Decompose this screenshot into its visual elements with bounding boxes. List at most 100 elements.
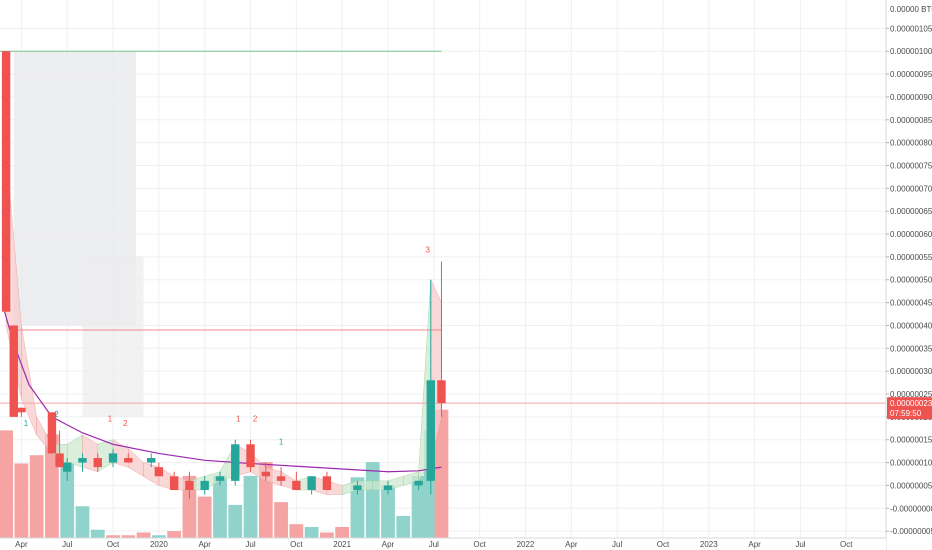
volume-bar bbox=[75, 506, 90, 538]
volume-bar bbox=[106, 535, 120, 538]
price-tag-countdown: 07:59:50 bbox=[890, 409, 922, 418]
candle-body bbox=[414, 480, 423, 486]
volume-bar bbox=[320, 532, 334, 538]
price-tick-label: 0.00000065 bbox=[890, 207, 932, 216]
time-tick-label: Jul bbox=[429, 540, 439, 549]
volume-bar bbox=[90, 529, 105, 538]
candle-body bbox=[246, 444, 255, 468]
signal-label: 1 bbox=[236, 414, 241, 423]
time-axis[interactable]: Apr Jul Oct 2020 Apr Jul Oct 2021 Apr Jul Oct 2022 A… bbox=[0, 537, 886, 550]
time-tick-label: Oct bbox=[473, 540, 486, 549]
candle-body bbox=[124, 458, 133, 463]
signal-label: 3 bbox=[425, 245, 430, 254]
time-tick-label: Oct bbox=[107, 540, 120, 549]
candle-body bbox=[9, 325, 18, 417]
signal-labels: 1 2 1 2 1 2 1 3 bbox=[24, 245, 431, 446]
candle-body bbox=[322, 476, 332, 491]
price-tick-label: 0.00000070 bbox=[890, 184, 932, 193]
time-tick-label: 2021 bbox=[333, 540, 351, 549]
time-tick-label: 2020 bbox=[150, 540, 168, 549]
price-tag bbox=[887, 397, 932, 420]
volume-bar bbox=[29, 455, 44, 538]
price-tick-label: 0.00000055 bbox=[890, 253, 932, 262]
volume-bar bbox=[289, 524, 304, 538]
candle-body bbox=[108, 453, 118, 463]
price-tick-label: 0.00000025 bbox=[890, 390, 932, 399]
candle-body bbox=[261, 471, 271, 477]
time-axis-bg bbox=[0, 538, 886, 550]
volume-bar bbox=[365, 462, 380, 538]
candle-body bbox=[307, 476, 316, 491]
price-tick-label: 0.00000075 bbox=[890, 161, 932, 170]
volume-bar bbox=[434, 409, 449, 538]
signal-label: 2 bbox=[123, 419, 128, 428]
candle-body bbox=[147, 458, 156, 463]
ma-line bbox=[4, 311, 442, 473]
volume-bar bbox=[0, 430, 13, 538]
time-tick-label: Apr bbox=[748, 540, 761, 549]
candle-body bbox=[17, 407, 26, 413]
volume-bar bbox=[350, 477, 365, 538]
price-tick-label: 0.00000050 bbox=[890, 276, 932, 285]
candle-body bbox=[63, 462, 72, 472]
price-tick-label: 0.00000105 bbox=[890, 24, 932, 33]
price-tick-label: -0.00000005 bbox=[890, 527, 932, 536]
candle-body bbox=[154, 467, 164, 477]
candle-body bbox=[93, 458, 102, 468]
volume-bar bbox=[304, 526, 319, 538]
price-tick-label: 0.00000040 bbox=[890, 321, 932, 330]
price-tick-label: 0.00000090 bbox=[890, 93, 932, 102]
price-tick-label: 0.00000080 bbox=[890, 139, 932, 148]
volume-bar bbox=[335, 526, 350, 538]
price-tick-label: 0.00000030 bbox=[890, 367, 932, 376]
volume-bar bbox=[14, 463, 29, 538]
candle-body bbox=[55, 453, 64, 468]
candle-body bbox=[383, 485, 393, 491]
time-tick-label: Jul bbox=[62, 540, 72, 549]
volume-bar bbox=[121, 535, 136, 538]
moving-average bbox=[4, 311, 442, 473]
time-tick-label: Jul bbox=[795, 540, 805, 549]
time-tick-label: Apr bbox=[382, 540, 395, 549]
signal-label: 1 bbox=[108, 414, 113, 423]
volume-bar bbox=[411, 475, 426, 538]
time-tick-label: Jul bbox=[612, 540, 622, 549]
volume-bars bbox=[0, 409, 449, 538]
price-tick-label: 0.00000045 bbox=[890, 299, 932, 308]
time-tick-label: Apr bbox=[565, 540, 578, 549]
candle-body bbox=[276, 476, 286, 481]
candle-body bbox=[200, 480, 209, 491]
time-tick-label: Oct bbox=[290, 540, 303, 549]
candle-body bbox=[185, 480, 194, 491]
price-tick-label: 0.00000035 bbox=[890, 344, 932, 353]
time-tick-label: Jul bbox=[245, 540, 255, 549]
volume-bar bbox=[197, 496, 212, 538]
volume-bar bbox=[228, 504, 243, 538]
candle-body bbox=[169, 476, 179, 491]
signal-label: 2 bbox=[253, 414, 258, 423]
signal-label: 1 bbox=[279, 437, 284, 446]
volume-bar bbox=[381, 485, 395, 538]
price-axis-bg bbox=[886, 0, 932, 550]
price-tick-label: 0.00000010 bbox=[890, 459, 932, 468]
volume-bar bbox=[60, 462, 75, 538]
volume-bar bbox=[396, 515, 411, 538]
signal-label: 1 bbox=[24, 419, 29, 428]
candle-body bbox=[47, 412, 57, 454]
candle-body bbox=[426, 380, 435, 481]
price-tag-value: 0.00000023 bbox=[890, 399, 932, 408]
price-axis[interactable]: 0.00000105 0.00000100 0.00000095 0.00000090… bbox=[885, 0, 932, 550]
volume-bar bbox=[167, 531, 182, 538]
time-tick-label: Apr bbox=[198, 540, 211, 549]
time-tick-label: Apr bbox=[15, 540, 28, 549]
grey-zones bbox=[13, 51, 144, 417]
price-tick-label: 0.00000085 bbox=[890, 116, 932, 125]
grey-zone-2 bbox=[82, 256, 144, 417]
signal-label: 2 bbox=[54, 410, 59, 419]
price-tick-label: 0.00000060 bbox=[890, 230, 932, 239]
candle-body bbox=[437, 380, 446, 404]
candle-body bbox=[215, 476, 225, 481]
time-tick-label: 2023 bbox=[700, 540, 718, 549]
volume-bar bbox=[274, 502, 288, 538]
